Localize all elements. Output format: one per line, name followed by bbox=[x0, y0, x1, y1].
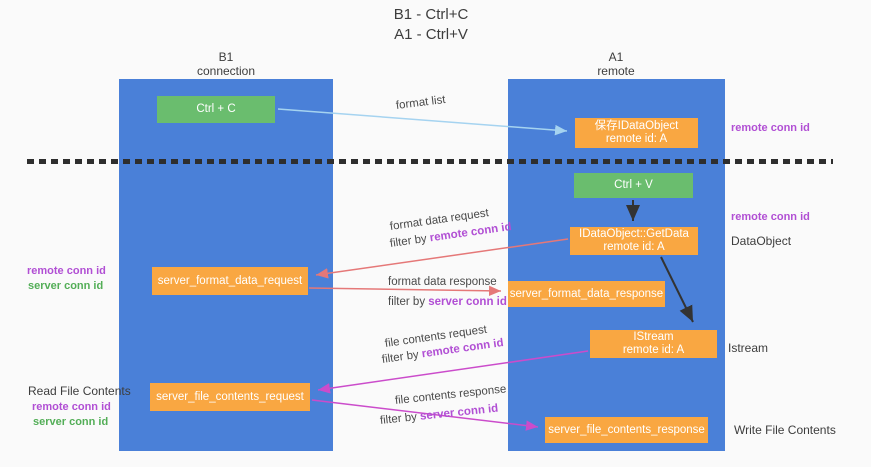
right-remote-conn-id-top: remote conn id bbox=[731, 122, 810, 134]
diagram-title-line2: A1 - Ctrl+V bbox=[394, 26, 468, 43]
ctrl-c-label: Ctrl + C bbox=[196, 103, 236, 115]
arrow-format-data-response bbox=[308, 285, 502, 297]
right-column-name: A1 bbox=[608, 50, 624, 64]
left-server-conn-id-top: server conn id bbox=[28, 280, 104, 292]
server-file-contents-request-node: server_file_contents_request bbox=[150, 383, 310, 411]
server-format-data-request-label: server_format_data_request bbox=[157, 274, 303, 287]
save-idataobject-node: 保存IDataObject remote id: A bbox=[575, 118, 698, 148]
server-format-data-response-node: server_format_data_response bbox=[508, 281, 665, 307]
filter-by-text: filter by bbox=[388, 296, 429, 308]
left-read-file-contents-label: Read File Contents bbox=[28, 384, 131, 398]
istream-line1: IStream bbox=[633, 331, 674, 343]
istream-node: IStream remote id: A bbox=[590, 330, 717, 358]
right-istream-label: Istream bbox=[728, 341, 769, 355]
format-data-response-label: format data response bbox=[388, 276, 497, 288]
phase-separator-dashed-line bbox=[27, 159, 833, 164]
left-remote-conn-id-bottom: remote conn id bbox=[32, 401, 111, 413]
ctrl-c-node: Ctrl + C bbox=[157, 96, 275, 123]
server-conn-id-text: server conn id bbox=[419, 402, 499, 423]
format-list-label: format list bbox=[395, 93, 447, 112]
left-column-header: B1 connection bbox=[156, 50, 296, 78]
filter-by-text: filter by bbox=[381, 348, 423, 366]
save-idataobject-line1: 保存IDataObject bbox=[594, 120, 679, 132]
server-file-contents-response-node: server_file_contents_response bbox=[545, 417, 708, 443]
right-write-file-contents-label: Write File Contents bbox=[734, 423, 836, 437]
right-column-header: A1 remote bbox=[546, 50, 686, 78]
left-remote-conn-id-top: remote conn id bbox=[27, 265, 106, 277]
server-format-data-request-node: server_format_data_request bbox=[152, 267, 308, 295]
server-conn-id-text: server conn id bbox=[428, 296, 507, 308]
idataobject-getdata-line2: remote id: A bbox=[603, 241, 665, 253]
server-file-contents-request-label: server_file_contents_request bbox=[156, 390, 304, 403]
istream-line2: remote id: A bbox=[622, 344, 685, 356]
filter-by-text: filter by bbox=[389, 232, 431, 250]
right-column-subtitle: remote bbox=[597, 64, 635, 78]
server-format-data-response-label: server_format_data_response bbox=[509, 287, 664, 300]
right-dataobject-label: DataObject bbox=[731, 234, 792, 248]
idataobject-getdata-line1: IDataObject::GetData bbox=[579, 228, 689, 240]
left-column-subtitle: connection bbox=[196, 64, 256, 78]
filter-by-text: filter by bbox=[379, 410, 421, 427]
left-server-conn-id-bottom: server conn id bbox=[33, 416, 109, 428]
filter-by-server-label-1: filter by server conn id bbox=[388, 296, 507, 308]
right-remote-conn-id-mid: remote conn id bbox=[731, 211, 810, 223]
ctrl-v-label: Ctrl + V bbox=[614, 179, 653, 191]
save-idataobject-line2: remote id: A bbox=[605, 133, 668, 145]
left-column-name: B1 bbox=[218, 50, 234, 64]
diagram-title-line1: B1 - Ctrl+C bbox=[393, 6, 469, 23]
server-file-contents-response-label: server_file_contents_response bbox=[548, 423, 705, 436]
idataobject-getdata-node: IDataObject::GetData remote id: A bbox=[570, 227, 698, 255]
ctrl-v-node: Ctrl + V bbox=[574, 173, 693, 198]
